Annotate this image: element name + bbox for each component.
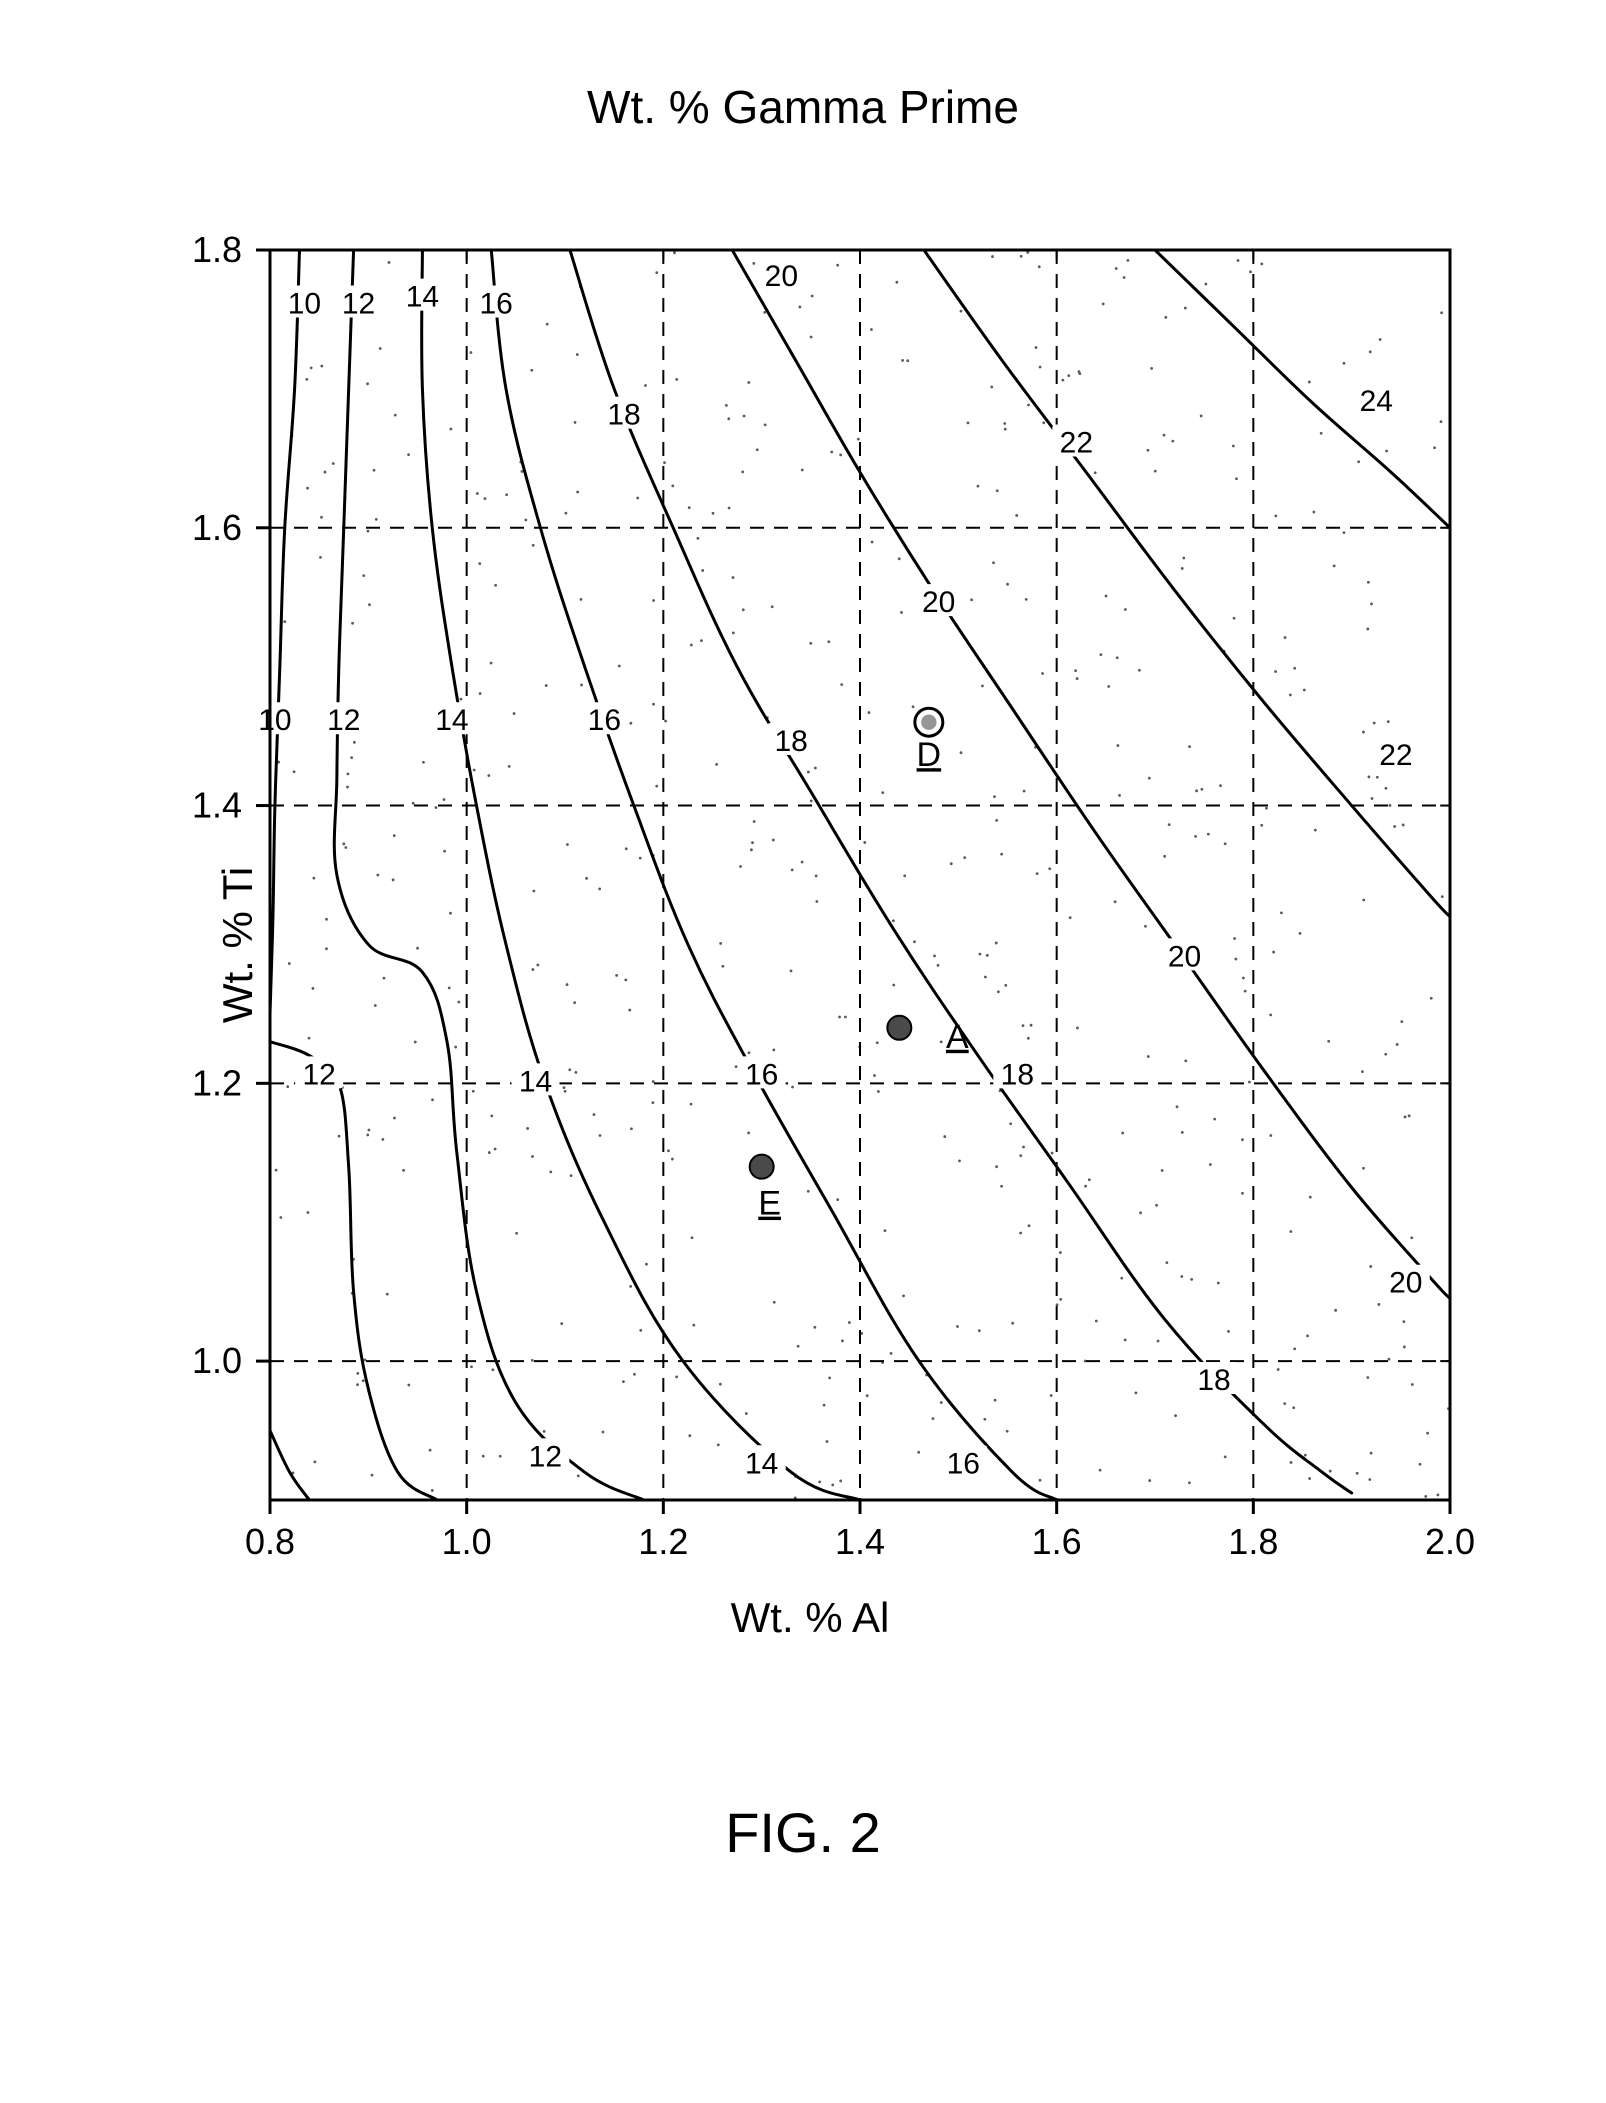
contour-label: 10 [258,704,291,737]
x-tick-label: 2.0 [1425,1521,1475,1562]
y-tick-label: 1.8 [192,229,242,270]
contour-label: 22 [1060,426,1093,459]
contour-label: 14 [745,1447,778,1480]
x-tick-label: 0.8 [245,1521,295,1562]
x-tick-label: 1.0 [442,1521,492,1562]
figure-label: FIG. 2 [0,1800,1606,1865]
contour-label: 16 [479,288,512,321]
contour-label: 18 [607,399,640,432]
data-point-label: E [758,1185,781,1223]
contour-label: 22 [1379,739,1412,772]
data-point [750,1155,774,1179]
contour-label: 18 [774,725,807,758]
contour-label: 20 [1168,940,1201,973]
contour-label: 20 [1389,1267,1422,1300]
x-tick-label: 1.6 [1032,1521,1082,1562]
contour-label: 12 [327,704,360,737]
contour-label: 18 [1001,1058,1034,1091]
contour-label: 14 [519,1065,552,1098]
contour-label: 14 [435,704,468,737]
y-tick-label: 1.4 [192,785,242,826]
y-axis-label: Wt. % Ti [214,867,262,1023]
contour-label: 10 [288,288,321,321]
contour-label: 20 [765,260,798,293]
contour-label: 14 [406,281,439,314]
chart-main-title: Wt. % Gamma Prime [0,80,1606,134]
contour-label: 12 [342,288,375,321]
x-axis-label: Wt. % Al [120,1594,1500,1642]
contour-label: 18 [1197,1364,1230,1397]
contour-chart: 10 10 12 12 12 12 14 14 14 14 16 16 16 16 18 18 18 18 20 20… [120,220,1500,1670]
x-tick-label: 1.8 [1228,1521,1278,1562]
y-tick-label: 1.6 [192,507,242,548]
y-tick-label: 1.2 [192,1062,242,1103]
contour-label: 16 [745,1058,778,1091]
x-tick-label: 1.4 [835,1521,885,1562]
y-tick-label: 1.0 [192,1340,242,1381]
contour-label: 16 [588,704,621,737]
data-point-label: D [917,736,942,774]
data-point-label: A [946,1018,969,1056]
contour-label: 24 [1360,385,1393,418]
x-tick-label: 1.2 [638,1521,688,1562]
contour-label: 16 [947,1447,980,1480]
contour-label: 12 [302,1058,335,1091]
data-point [887,1016,911,1040]
contour-label: 12 [529,1440,562,1473]
contour-label: 20 [922,586,955,619]
chart-container: Wt. % Ti 1010121212121414141416161616181… [120,220,1500,1670]
